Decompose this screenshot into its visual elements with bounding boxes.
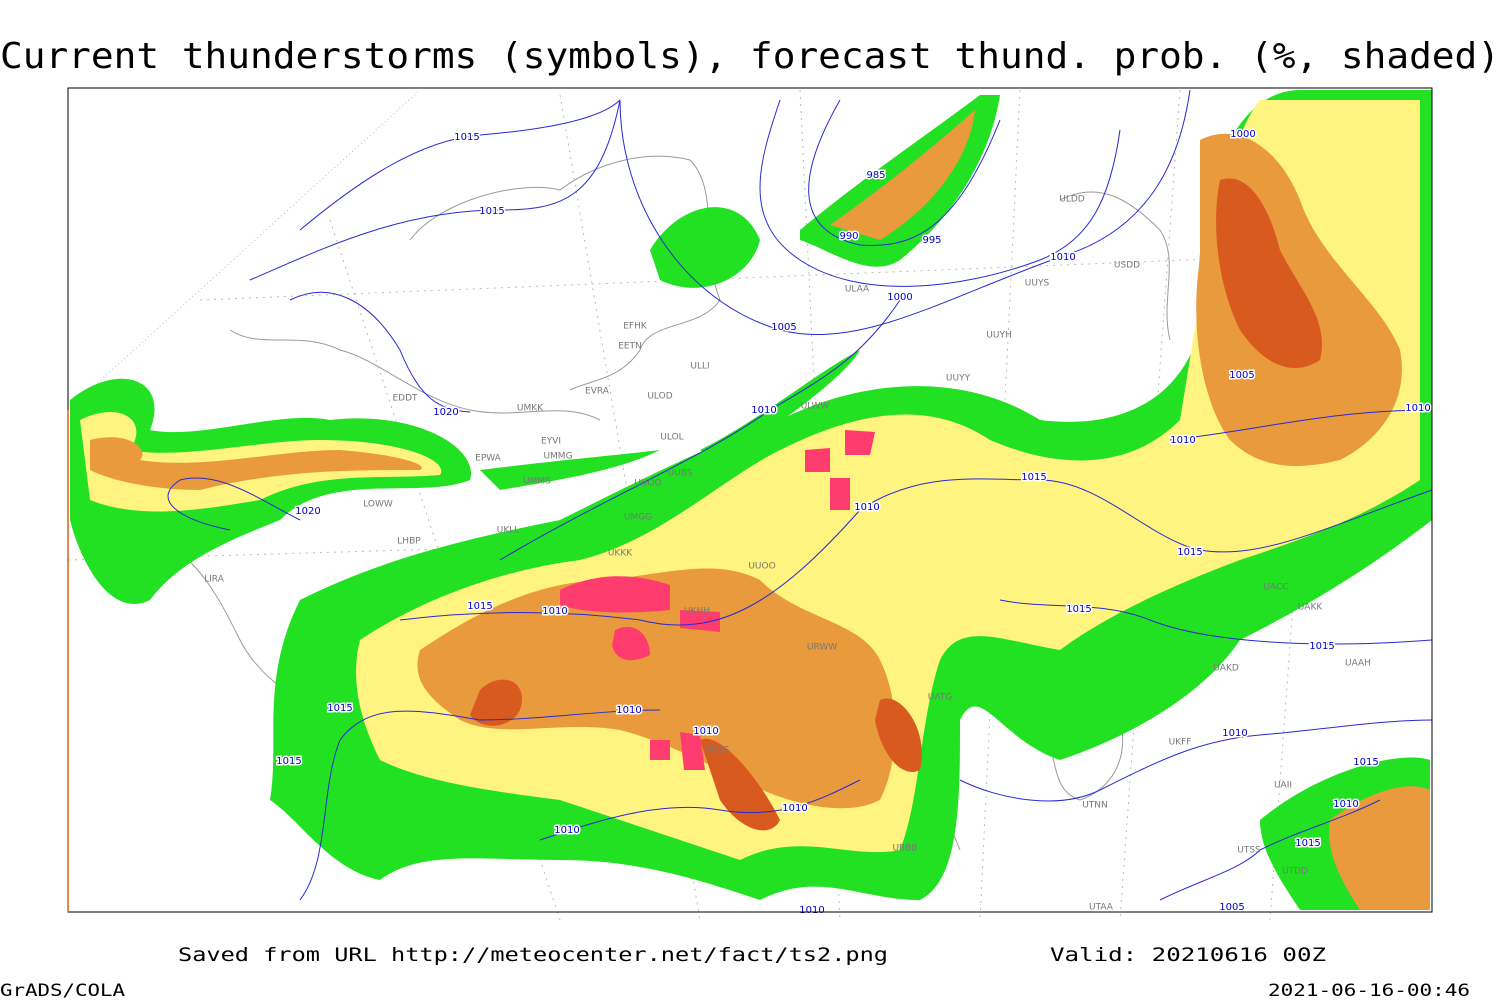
station-label: ULLI — [690, 362, 709, 372]
isobar-label: 1020 — [295, 506, 320, 517]
station-label: UUOO — [634, 479, 661, 489]
isobar-label: 1015 — [467, 601, 492, 612]
isobar-label: 1015 — [479, 206, 504, 217]
isobar-label: 1010 — [1170, 435, 1195, 446]
isobar-label: 1015 — [276, 756, 301, 767]
isobar-label: 1005 — [1219, 902, 1244, 913]
station-label: URWW — [807, 643, 837, 653]
isobar-label: 1000 — [1230, 129, 1255, 140]
station-label: UMKK — [517, 404, 544, 414]
isobar-label: 1010 — [542, 606, 567, 617]
station-label: UKLL — [497, 526, 520, 536]
map-title: Current thunderstorms (symbols), forecas… — [0, 36, 1500, 77]
station-label: EPWA — [475, 454, 502, 464]
station-label: UACC — [1263, 583, 1288, 593]
station-label: USDD — [1114, 261, 1140, 271]
station-label: LIRA — [204, 575, 225, 585]
isobar-label: 1015 — [327, 703, 352, 714]
isobar-label: 1015 — [1021, 472, 1046, 483]
station-label: EVRA — [585, 387, 610, 397]
isobar-label: 1010 — [1333, 799, 1358, 810]
thunderstorm-probability — [70, 90, 1432, 910]
isobar-label: 1015 — [1295, 838, 1320, 849]
isobar-label: 1005 — [771, 322, 796, 333]
isobar-label: 1015 — [454, 132, 479, 143]
isobar-label: 1015 — [1353, 757, 1378, 768]
timestamp: 2021-06-16-00:46 — [1268, 981, 1470, 1000]
isobar-label: 1010 — [1050, 252, 1075, 263]
station-label: ULAA — [845, 285, 870, 295]
station-label: UMGG — [624, 513, 652, 523]
map-labels: 1015 1015 985 990 995 1000 1005 1010 1020 1020 101… — [204, 128, 1432, 918]
isobar-label: 1015 — [1066, 604, 1091, 615]
isobar-label: 1010 — [693, 726, 718, 737]
station-label: EYVI — [541, 437, 561, 447]
station-label: UMMS — [523, 477, 551, 487]
isobar-label: 1010 — [854, 502, 879, 513]
station-label: ULOD — [647, 392, 672, 402]
station-label: UKKK — [608, 549, 633, 559]
station-label: ULDD — [1059, 195, 1085, 205]
isobar-label: 1020 — [433, 407, 458, 418]
station-label: UKHH — [684, 607, 710, 617]
station-label: EETN — [618, 342, 642, 352]
station-label: EFHK — [623, 322, 648, 332]
station-label: LHBP — [397, 537, 421, 547]
isobar-label: 1010 — [554, 825, 579, 836]
domain-edge — [67, 89, 421, 411]
source-url: Saved from URL http://meteocenter.net/fa… — [178, 944, 888, 966]
isobar-label: 1010 — [1222, 728, 1247, 739]
station-label: UATG — [928, 693, 953, 703]
isobar-label: 1010 — [1405, 403, 1430, 414]
valid-time: Valid: 20210616 00Z — [1050, 944, 1326, 966]
software: GrADS/COLA — [0, 981, 125, 1000]
station-label: UAAH — [1345, 659, 1371, 669]
station-label: UMMG — [543, 452, 572, 462]
station-label: URSS — [705, 746, 730, 756]
station-label: UTAA — [1089, 903, 1114, 913]
isobars — [167, 89, 1433, 901]
isobar-label: 1010 — [616, 705, 641, 716]
station-label: UTDD — [1282, 867, 1308, 877]
station-label: ULOL — [660, 433, 683, 443]
station-label: UUBS — [668, 469, 693, 479]
station-label: UBBB — [892, 844, 917, 854]
station-label: UTNN — [1082, 801, 1108, 811]
isobar-label: 1010 — [782, 803, 807, 814]
isobar-label: 1015 — [1309, 641, 1334, 652]
isobar-label: 1000 — [887, 292, 912, 303]
station-label: UAKD — [1213, 664, 1239, 674]
isobar-label: 1015 — [1177, 547, 1202, 558]
map: 1015 1015 985 990 995 1000 1005 1010 1020 1020 101… — [67, 87, 1433, 921]
station-label: UAKK — [1298, 603, 1324, 613]
station-label: UUYY — [946, 374, 971, 384]
station-label: UUYH — [986, 331, 1011, 341]
station-label: UUYS — [1025, 279, 1050, 289]
isobar-label: 985 — [866, 170, 885, 181]
isobar-label: 1005 — [1229, 370, 1254, 381]
isobar-label: 1010 — [751, 405, 776, 416]
station-label: UTSS — [1237, 846, 1261, 856]
station-label: UAII — [1274, 781, 1292, 791]
isobar-label: 1010 — [799, 905, 824, 916]
station-label: ULWW — [801, 402, 830, 412]
isobar-label: 990 — [839, 231, 858, 242]
station-label: LOWW — [363, 500, 393, 510]
station-label: UUOO — [748, 562, 775, 572]
station-label: EDDT — [392, 394, 418, 404]
station-label: UKFF — [1169, 738, 1192, 748]
isobar-label: 995 — [922, 235, 941, 246]
